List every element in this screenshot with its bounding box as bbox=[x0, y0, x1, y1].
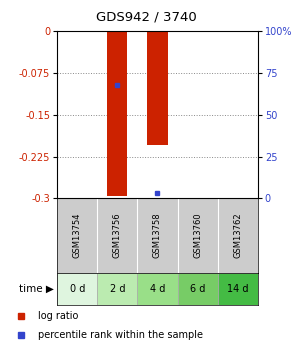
Bar bbox=[218, 273, 258, 305]
Text: GSM13758: GSM13758 bbox=[153, 213, 162, 258]
Text: GSM13760: GSM13760 bbox=[193, 213, 202, 258]
Text: 0 d: 0 d bbox=[69, 284, 85, 294]
Text: time ▶: time ▶ bbox=[19, 284, 54, 294]
Text: GSM13762: GSM13762 bbox=[233, 213, 242, 258]
Text: GDS942 / 3740: GDS942 / 3740 bbox=[96, 11, 197, 24]
Text: percentile rank within the sample: percentile rank within the sample bbox=[38, 330, 203, 340]
Bar bbox=[137, 273, 178, 305]
Text: 6 d: 6 d bbox=[190, 284, 205, 294]
Text: log ratio: log ratio bbox=[38, 312, 79, 322]
Bar bbox=[107, 31, 127, 196]
Text: 14 d: 14 d bbox=[227, 284, 248, 294]
Text: GSM13756: GSM13756 bbox=[113, 213, 122, 258]
Bar bbox=[178, 273, 218, 305]
Bar bbox=[57, 273, 97, 305]
Text: 4 d: 4 d bbox=[150, 284, 165, 294]
Bar bbox=[147, 31, 168, 145]
Text: 2 d: 2 d bbox=[110, 284, 125, 294]
Text: GSM13754: GSM13754 bbox=[73, 213, 82, 258]
Bar bbox=[97, 273, 137, 305]
